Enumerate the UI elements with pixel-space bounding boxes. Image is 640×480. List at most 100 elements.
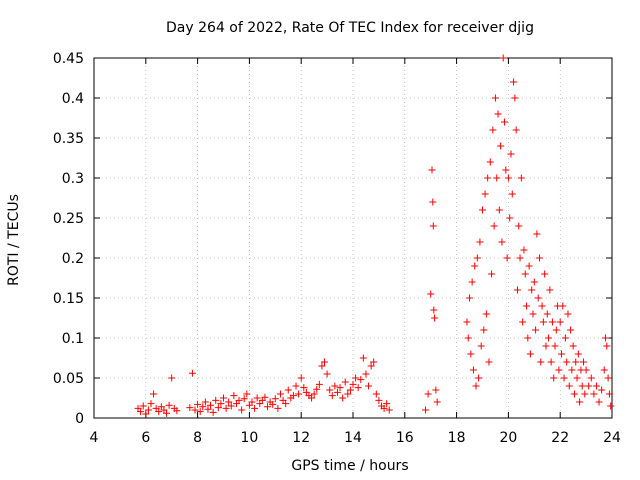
data-point bbox=[150, 390, 158, 398]
data-point bbox=[243, 390, 251, 398]
data-point bbox=[471, 262, 479, 270]
data-point bbox=[560, 374, 568, 382]
data-point bbox=[199, 403, 207, 411]
data-point bbox=[251, 404, 259, 412]
data-point bbox=[543, 310, 551, 318]
data-point bbox=[339, 394, 347, 402]
data-point bbox=[556, 318, 564, 326]
data-point bbox=[534, 294, 542, 302]
data-point bbox=[383, 400, 391, 408]
data-point bbox=[529, 310, 537, 318]
data-point bbox=[186, 404, 194, 412]
data-point bbox=[196, 408, 204, 416]
data-point bbox=[188, 369, 196, 377]
data-point bbox=[547, 358, 555, 366]
data-point bbox=[476, 238, 484, 246]
data-point bbox=[163, 409, 171, 417]
data-point bbox=[532, 326, 540, 334]
data-point bbox=[557, 350, 565, 358]
y-tick-label: 0.15 bbox=[53, 291, 84, 307]
data-point bbox=[468, 278, 476, 286]
data-point bbox=[352, 374, 360, 382]
data-point bbox=[567, 326, 575, 334]
data-point bbox=[194, 400, 202, 408]
y-tick-label: 0.45 bbox=[53, 51, 84, 67]
data-point bbox=[503, 254, 511, 262]
data-point bbox=[274, 404, 282, 412]
data-point bbox=[516, 254, 524, 262]
data-point bbox=[545, 334, 553, 342]
data-point bbox=[191, 406, 199, 414]
data-point bbox=[472, 382, 480, 390]
data-point bbox=[308, 394, 316, 402]
data-point bbox=[295, 390, 303, 398]
data-point bbox=[220, 394, 227, 402]
data-point bbox=[551, 342, 559, 350]
data-point bbox=[433, 398, 441, 406]
data-point bbox=[230, 392, 238, 400]
data-point bbox=[512, 126, 520, 134]
data-point bbox=[321, 358, 329, 366]
data-point bbox=[300, 384, 308, 392]
x-tick-label: 20 bbox=[499, 430, 517, 446]
x-tick-label: 10 bbox=[240, 430, 258, 446]
data-point bbox=[565, 382, 573, 390]
data-point bbox=[546, 286, 554, 294]
x-tick-label: 14 bbox=[344, 430, 362, 446]
data-point bbox=[548, 318, 556, 326]
x-tick-label: 8 bbox=[193, 430, 202, 446]
data-point bbox=[508, 190, 516, 198]
data-point bbox=[467, 350, 475, 358]
data-point bbox=[318, 362, 326, 370]
data-point bbox=[362, 370, 370, 378]
data-point bbox=[289, 392, 297, 400]
data-point bbox=[336, 384, 344, 392]
data-point bbox=[331, 382, 339, 390]
y-tick-label: 0.05 bbox=[53, 371, 84, 387]
data-point bbox=[493, 174, 501, 182]
data-point bbox=[491, 94, 499, 102]
data-point bbox=[261, 393, 269, 401]
data-point bbox=[469, 366, 477, 374]
data-point bbox=[519, 318, 527, 326]
data-point bbox=[269, 400, 277, 408]
data-point bbox=[235, 396, 243, 404]
y-tick-label: 0.2 bbox=[62, 251, 84, 267]
data-point bbox=[502, 166, 510, 174]
chart-title: Day 264 of 2022, Rate Of TEC Index for r… bbox=[166, 20, 534, 36]
data-point bbox=[222, 404, 230, 412]
data-point bbox=[477, 342, 485, 350]
data-point bbox=[282, 400, 290, 408]
data-point bbox=[510, 78, 518, 86]
data-point bbox=[315, 380, 323, 388]
data-point bbox=[466, 294, 474, 302]
data-point bbox=[506, 214, 514, 222]
data-point bbox=[333, 388, 341, 396]
data-point bbox=[264, 403, 272, 411]
data-point bbox=[539, 318, 547, 326]
data-point bbox=[511, 94, 519, 102]
data-point bbox=[490, 222, 498, 230]
data-point bbox=[507, 150, 515, 158]
x-tick-label: 16 bbox=[396, 430, 414, 446]
data-point bbox=[431, 314, 439, 322]
data-point bbox=[326, 386, 334, 394]
data-point bbox=[501, 118, 509, 126]
data-point bbox=[582, 366, 590, 374]
data-point bbox=[485, 358, 493, 366]
data-point bbox=[463, 318, 471, 326]
data-point bbox=[429, 198, 437, 206]
data-point bbox=[523, 302, 531, 310]
data-point bbox=[155, 408, 163, 416]
data-point bbox=[482, 310, 490, 318]
data-point bbox=[428, 166, 436, 174]
x-tick-label: 12 bbox=[292, 430, 310, 446]
data-point bbox=[602, 334, 610, 342]
data-point bbox=[590, 390, 598, 398]
x-tick-label: 6 bbox=[141, 430, 150, 446]
data-point bbox=[204, 405, 212, 413]
data-point bbox=[313, 385, 321, 393]
data-point bbox=[473, 254, 481, 262]
data-point bbox=[165, 401, 173, 409]
data-point bbox=[328, 392, 336, 400]
